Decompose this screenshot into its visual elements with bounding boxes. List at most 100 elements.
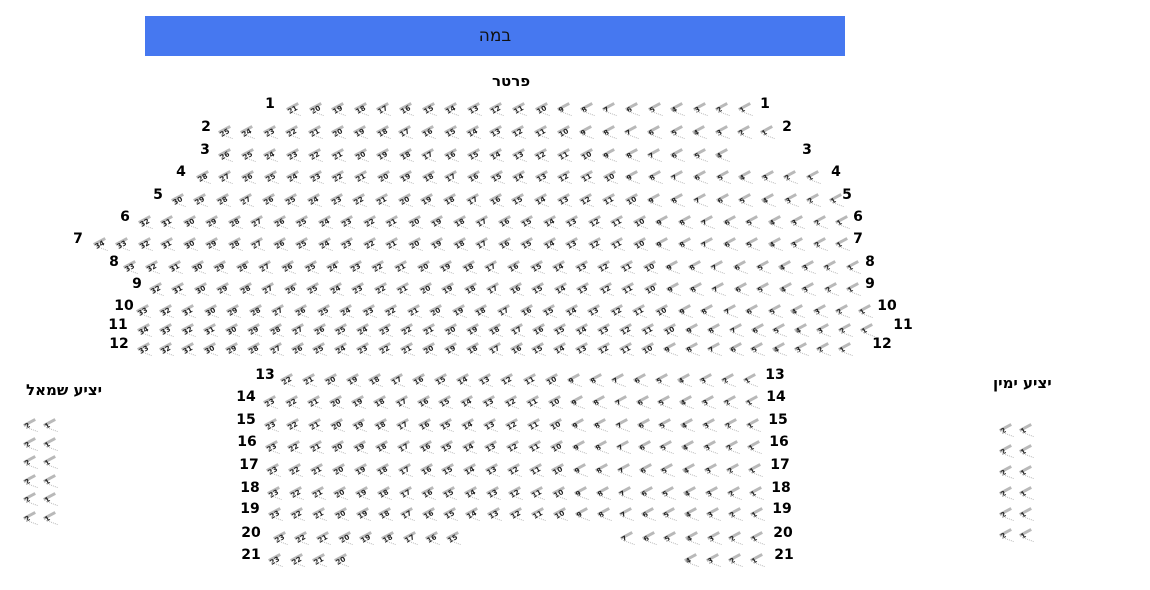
seat[interactable]: 1	[1017, 444, 1035, 459]
seat[interactable]: 19	[464, 323, 482, 338]
seat[interactable]: 9	[676, 304, 694, 319]
seat[interactable]: 25	[310, 342, 328, 357]
seat[interactable]: 21	[307, 440, 325, 455]
seat[interactable]: 12	[502, 395, 520, 410]
seat[interactable]: 2	[721, 395, 739, 410]
seat[interactable]: 19	[428, 237, 446, 252]
seat[interactable]: 3	[691, 102, 709, 117]
seat[interactable]: 13	[483, 463, 501, 478]
seat[interactable]: 12	[509, 125, 527, 140]
seat[interactable]: 15	[442, 125, 460, 140]
seat[interactable]: 19	[351, 440, 369, 455]
seat[interactable]: 8	[683, 342, 701, 357]
seat[interactable]: 21	[398, 342, 416, 357]
seat[interactable]: 3	[788, 215, 806, 230]
seat[interactable]: 30	[181, 215, 199, 230]
seat[interactable]: 22	[369, 260, 387, 275]
seat[interactable]: 8	[592, 440, 610, 455]
seat[interactable]: 16	[420, 507, 438, 522]
seat[interactable]: 34	[91, 237, 109, 252]
seat[interactable]: 13	[563, 237, 581, 252]
seat[interactable]: 28	[237, 282, 255, 297]
seat[interactable]: 3	[703, 486, 721, 501]
seat[interactable]: 20	[375, 170, 393, 185]
seat[interactable]: 18	[372, 418, 390, 433]
seat[interactable]: 9	[600, 148, 618, 163]
seat[interactable]: 9	[653, 215, 671, 230]
seat[interactable]: 10	[550, 486, 568, 501]
seat[interactable]: 16	[415, 395, 433, 410]
seat[interactable]: 1	[844, 282, 862, 297]
seat[interactable]: 18	[352, 102, 370, 117]
seat[interactable]: 8	[600, 125, 618, 140]
seat[interactable]: 16	[418, 463, 436, 478]
seat[interactable]: 24	[284, 170, 302, 185]
seat[interactable]: 28	[226, 237, 244, 252]
seat[interactable]: 29	[203, 237, 221, 252]
seat[interactable]: 27	[216, 170, 234, 185]
seat[interactable]: 6	[714, 193, 732, 208]
seat[interactable]: 20	[352, 148, 370, 163]
seat[interactable]: 21	[309, 486, 327, 501]
seat[interactable]: 19	[450, 304, 468, 319]
seat[interactable]: 26	[271, 237, 289, 252]
seat[interactable]: 8	[594, 486, 612, 501]
seat[interactable]: 30	[169, 193, 187, 208]
seat[interactable]: 11	[525, 418, 543, 433]
seat[interactable]: 12	[505, 463, 523, 478]
seat[interactable]: 20	[420, 342, 438, 357]
seat[interactable]: 22	[283, 395, 301, 410]
seat[interactable]: 10	[549, 463, 567, 478]
seat[interactable]: 32	[136, 215, 154, 230]
seat[interactable]: 22	[361, 215, 379, 230]
seat[interactable]: 1	[41, 492, 59, 507]
seat[interactable]: 14	[563, 304, 581, 319]
seat[interactable]: 21	[352, 170, 370, 185]
seat[interactable]: 2	[713, 102, 731, 117]
seat[interactable]: 20	[336, 531, 354, 546]
seat[interactable]: 1	[744, 418, 762, 433]
seat[interactable]: 7	[609, 373, 627, 388]
seat[interactable]: 13	[484, 486, 502, 501]
seat[interactable]: 17	[396, 463, 414, 478]
seat[interactable]: 10	[555, 125, 573, 140]
seat[interactable]: 6	[743, 304, 761, 319]
seat[interactable]: 5	[668, 125, 686, 140]
seat[interactable]: 5	[754, 260, 772, 275]
seat[interactable]: 19	[350, 418, 368, 433]
seat[interactable]: 16	[442, 148, 460, 163]
seat[interactable]: 4	[690, 125, 708, 140]
seat[interactable]: 2	[822, 282, 840, 297]
seat[interactable]: 21	[383, 215, 401, 230]
seat[interactable]: 24	[261, 148, 279, 163]
seat[interactable]: 12	[586, 237, 604, 252]
seat[interactable]: 4	[770, 342, 788, 357]
seat[interactable]: 8	[676, 237, 694, 252]
seat[interactable]: 13	[465, 102, 483, 117]
seat[interactable]: 2	[724, 463, 742, 478]
seat[interactable]: 1	[747, 486, 765, 501]
seat[interactable]: 23	[376, 323, 394, 338]
seat[interactable]: 17	[419, 148, 437, 163]
seat[interactable]: 20	[332, 553, 350, 568]
seat[interactable]: 16	[530, 323, 548, 338]
seat[interactable]: 20	[332, 507, 350, 522]
seat[interactable]: 25	[302, 260, 320, 275]
seat[interactable]: 16	[419, 486, 437, 501]
seat[interactable]: 19	[437, 260, 455, 275]
seat[interactable]: 17	[394, 418, 412, 433]
seat[interactable]: 2	[726, 531, 744, 546]
seat[interactable]: 20	[406, 237, 424, 252]
seat[interactable]: 12	[487, 102, 505, 117]
seat[interactable]: 2	[811, 237, 829, 252]
seat[interactable]: 23	[360, 304, 378, 319]
seat[interactable]: 19	[349, 395, 367, 410]
seat[interactable]: 14	[487, 148, 505, 163]
seat[interactable]: 23	[261, 125, 279, 140]
seat[interactable]: 29	[214, 282, 232, 297]
seat[interactable]: 10	[578, 148, 596, 163]
seat[interactable]: 9	[555, 102, 573, 117]
seat[interactable]: 1	[743, 395, 761, 410]
seat[interactable]: 14	[550, 260, 568, 275]
seat[interactable]: 24	[324, 260, 342, 275]
